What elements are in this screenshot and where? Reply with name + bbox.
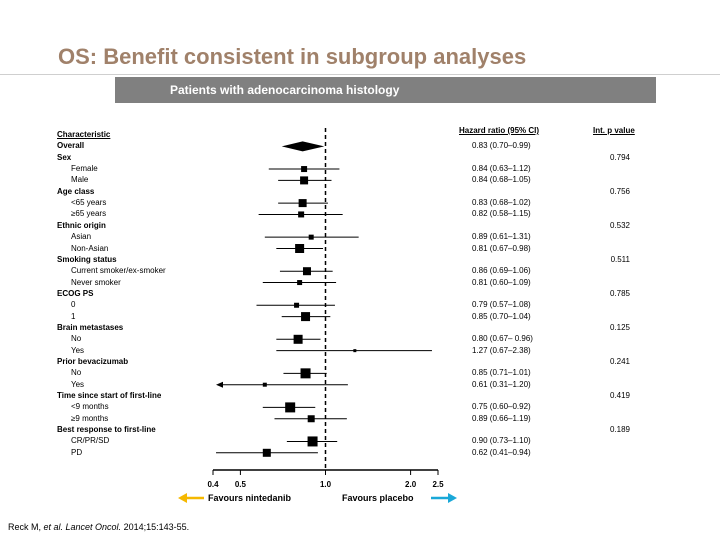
hr-text-time-since-start-of-first-line-9-months: 0.75 (0.60–0.92)	[472, 402, 531, 412]
row-label-brain-metastases-yes: Yes	[71, 345, 85, 355]
hr-text-brain-metastases-no: 0.80 (0.67– 0.96)	[472, 334, 533, 344]
ci-diamond-overall	[281, 141, 325, 152]
row-label-smoking-status-never-smoker: Never smoker	[71, 277, 121, 287]
hr-marker-prior-bevacizumab-yes	[262, 382, 267, 387]
x-tick-label-2-0: 2.0	[405, 480, 417, 489]
row-label-ethnic-origin-non-asian: Non-Asian	[71, 243, 109, 253]
row-label-best-response-to-first-line-pd: PD	[71, 447, 83, 457]
hr-text-best-response-to-first-line-cr-pr-sd: 0.90 (0.73–1.10)	[472, 436, 531, 446]
hr-text-age-class-65-years: 0.83 (0.68–1.02)	[472, 198, 531, 208]
row-label-characteristic: Characteristic	[57, 130, 111, 139]
hr-marker-age-class-65-years	[298, 211, 305, 218]
favours-left-arrow-head	[178, 493, 187, 503]
hr-text-age-class-65-years: 0.82 (0.58–1.15)	[472, 209, 531, 219]
slide-title: OS: Benefit consistent in subgroup analy…	[58, 44, 527, 69]
hr-marker-ethnic-origin-asian	[308, 234, 314, 240]
hr-marker-brain-metastases-no	[293, 334, 303, 344]
p-value-time-since-start-of-first-line: 0.419	[609, 391, 630, 401]
favours-placebo-label: Favours placebo	[342, 493, 414, 503]
row-label-best-response-to-first-line: Best response to first-line	[57, 425, 156, 435]
row-label-prior-bevacizumab-no: No	[71, 368, 82, 378]
row-label-time-since-start-of-first-line: Time since start of first-line	[57, 391, 162, 401]
hr-text-time-since-start-of-first-line-9-months: 0.89 (0.66–1.19)	[472, 413, 531, 423]
hr-text-brain-metastases-yes: 1.27 (0.67–2.38)	[472, 345, 531, 355]
p-value-age-class: 0.756	[609, 186, 630, 196]
row-label-sex-female: Female	[71, 164, 98, 174]
p-value-sex: 0.794	[609, 152, 630, 162]
hr-marker-ecog-ps-1	[301, 312, 311, 322]
p-value-header: Int. p value	[593, 126, 635, 135]
row-label-ecog-ps-1: 1	[71, 311, 76, 321]
hr-text-smoking-status-never-smoker: 0.81 (0.60–1.09)	[472, 277, 531, 287]
favours-nintedanib-label: Favours nintedanib	[208, 493, 292, 503]
row-label-prior-bevacizumab-yes: Yes	[71, 379, 85, 389]
hr-text-prior-bevacizumab-no: 0.85 (0.71–1.01)	[472, 368, 531, 378]
row-label-time-since-start-of-first-line-9-months: ≥9 months	[71, 413, 109, 423]
favours-right-arrow-head	[448, 493, 457, 503]
hr-text-ecog-ps-1: 0.85 (0.70–1.04)	[472, 311, 531, 321]
hr-marker-sex-male	[300, 176, 309, 185]
row-label-age-class: Age class	[57, 186, 95, 196]
x-tick-label-0-5: 0.5	[235, 480, 247, 489]
row-label-age-class-65-years: ≥65 years	[71, 209, 107, 219]
hr-marker-brain-metastases-yes	[353, 349, 357, 353]
p-value-ecog-ps: 0.785	[609, 288, 630, 298]
hr-marker-best-response-to-first-line-pd	[262, 448, 271, 457]
hr-text-overall: 0.83 (0.70–0.99)	[472, 141, 531, 151]
hr-text-ethnic-origin-non-asian: 0.81 (0.67–0.98)	[472, 243, 531, 253]
ci-arrow-prior-bevacizumab-yes	[216, 381, 223, 388]
row-label-prior-bevacizumab: Prior bevacizumab	[57, 357, 129, 366]
hr-marker-ecog-ps-0	[294, 302, 300, 308]
p-value-smoking-status: 0.511	[610, 254, 630, 264]
x-tick-label-0-4: 0.4	[207, 480, 219, 489]
title-divider	[0, 74, 720, 75]
citation-suffix: 2014;15:143-55.	[121, 522, 190, 532]
row-label-brain-metastases-no: No	[71, 334, 82, 344]
citation: Reck M, et al. Lancet Oncol. 2014;15:143…	[8, 522, 189, 532]
row-label-overall: Overall	[57, 141, 85, 151]
hr-marker-time-since-start-of-first-line-9-months	[307, 415, 315, 423]
hr-text-sex-male: 0.84 (0.68–1.05)	[472, 175, 531, 185]
hr-marker-ethnic-origin-non-asian	[295, 244, 305, 253]
hr-text-sex-female: 0.84 (0.63–1.12)	[472, 164, 531, 174]
hr-text-prior-bevacizumab-yes: 0.61 (0.31–1.20)	[472, 379, 531, 389]
row-label-time-since-start-of-first-line-9-months: <9 months	[71, 402, 109, 412]
hr-marker-age-class-65-years	[298, 199, 307, 208]
row-label-best-response-to-first-line-cr-pr-sd: CR/PR/SD	[71, 436, 110, 446]
row-label-sex-male: Male	[71, 175, 89, 185]
subtitle-text: Patients with adenocarcinoma histology	[170, 83, 400, 97]
row-label-brain-metastases: Brain metastases	[57, 322, 124, 332]
row-label-smoking-status: Smoking status	[57, 254, 117, 264]
hr-text-ecog-ps-0: 0.79 (0.57–1.08)	[472, 300, 531, 310]
hr-marker-prior-bevacizumab-no	[300, 368, 311, 379]
hr-marker-time-since-start-of-first-line-9-months	[285, 402, 296, 413]
row-label-smoking-status-current-smoker-ex-smoker: Current smoker/ex-smoker	[71, 266, 166, 276]
p-value-ethnic-origin: 0.532	[609, 220, 630, 230]
x-tick-label-2-5: 2.5	[432, 480, 444, 489]
subtitle-banner: Patients with adenocarcinoma histology	[115, 77, 656, 103]
row-label-ethnic-origin: Ethnic origin	[57, 220, 106, 230]
citation-journal: et al. Lancet Oncol.	[43, 522, 122, 532]
hr-text-ethnic-origin-asian: 0.89 (0.61–1.31)	[472, 232, 531, 242]
hr-marker-smoking-status-current-smoker-ex-smoker	[302, 267, 311, 276]
row-label-age-class-65-years: <65 years	[71, 198, 107, 208]
hr-marker-smoking-status-never-smoker	[297, 280, 303, 286]
p-value-brain-metastases: 0.125	[609, 322, 630, 332]
row-label-ethnic-origin-asian: Asian	[71, 232, 92, 242]
row-label-sex: Sex	[57, 152, 72, 162]
p-value-prior-bevacizumab: 0.241	[609, 357, 630, 366]
hr-text-best-response-to-first-line-pd: 0.62 (0.41–0.94)	[472, 447, 531, 457]
hr-marker-sex-female	[301, 166, 308, 173]
hr-marker-best-response-to-first-line-cr-pr-sd	[307, 436, 318, 447]
row-label-ecog-ps: ECOG PS	[57, 288, 94, 298]
hr-text-smoking-status-current-smoker-ex-smoker: 0.86 (0.69–1.06)	[472, 266, 531, 276]
p-value-best-response-to-first-line: 0.189	[609, 425, 630, 435]
hazard-ratio-header: Hazard ratio (95% CI)	[459, 126, 540, 135]
row-label-ecog-ps-0: 0	[71, 300, 76, 310]
x-tick-label-1-0: 1.0	[320, 480, 332, 489]
citation-prefix: Reck M,	[8, 522, 44, 532]
